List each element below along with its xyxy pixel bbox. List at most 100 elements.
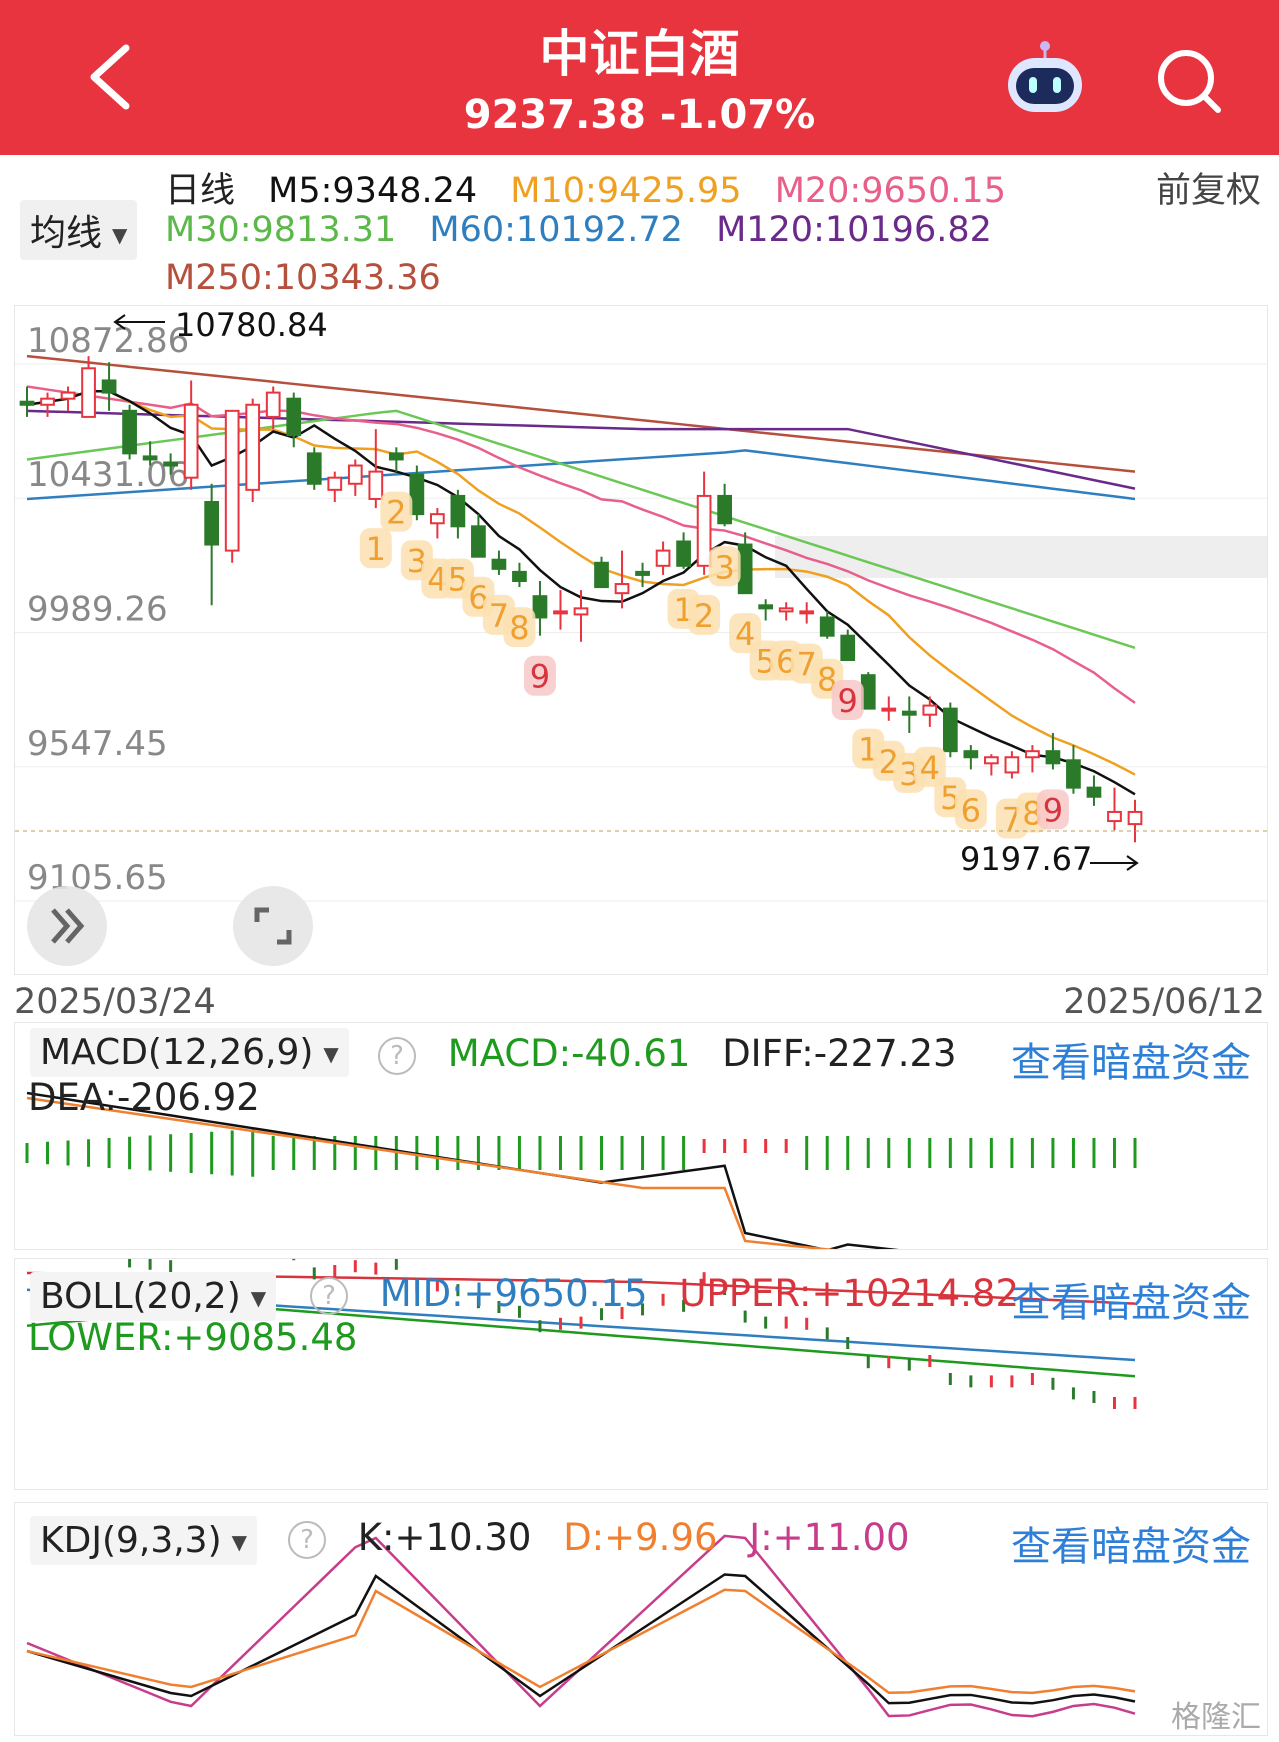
candle-body [491, 558, 507, 570]
candlestick-chart[interactable]: 10872.8610431.069989.269547.459105.65123… [15, 306, 1267, 974]
candle-body [450, 494, 466, 528]
diff-value: DIFF:-227.23 [722, 1032, 957, 1075]
kdj-chart [26, 1534, 1136, 1718]
ma10-line [26, 389, 1136, 776]
candle-body [942, 707, 958, 753]
nine-count-badge [380, 491, 413, 532]
low-price-label: 9197.67 [960, 840, 1092, 878]
dark-pool-link-2[interactable]: 查看暗盘资金 [1011, 1280, 1251, 1326]
macd-values: ? MACD:-40.61 DIFF:-227.23 [378, 1032, 977, 1075]
candle-body [778, 607, 794, 613]
candle-body [101, 379, 117, 394]
candle-body [922, 704, 938, 716]
candle-body [840, 634, 856, 662]
ma30-value: M30:9813.31 [165, 210, 397, 250]
candle-body [60, 391, 76, 400]
candle-body [1004, 756, 1020, 774]
candle-body [819, 616, 835, 637]
nine-count-label: 4 [735, 615, 755, 653]
indicator-selector-macd[interactable]: MACD(12,26,9) ▼ [30, 1028, 349, 1077]
period-label: 日线 [165, 171, 236, 211]
dark-pool-link-3[interactable]: 查看暗盘资金 [1011, 1524, 1251, 1570]
candle-body [881, 707, 897, 712]
candle-body [122, 409, 137, 455]
candle-body [512, 570, 527, 583]
candle-body [655, 549, 671, 567]
ma30-line [26, 409, 1136, 650]
price-change: 9237.38 -1.07% [0, 92, 1279, 138]
chevron-down-icon: ▼ [323, 1042, 339, 1066]
candle-body [1086, 786, 1102, 798]
help-icon[interactable]: ? [378, 1036, 416, 1075]
candle-body [553, 610, 568, 615]
candle-body [594, 561, 609, 589]
boll-upper: UPPER:+10214.82 [679, 1272, 1020, 1315]
candle-body [40, 397, 55, 406]
robot-assistant-icon[interactable] [1000, 38, 1090, 118]
candle-body [1066, 759, 1081, 789]
fullscreen-icon [254, 907, 292, 945]
chevron-down-icon: ▼ [250, 1286, 267, 1310]
nine-count-badge [954, 789, 987, 830]
adjust-mode[interactable]: 前复权 [1156, 162, 1261, 213]
ma60-value: M60:10192.72 [429, 210, 683, 250]
ma10-value: M10:9425.95 [510, 171, 742, 211]
boll-label: BOLL(20,2) [40, 1276, 241, 1317]
candle-body [1045, 750, 1061, 765]
help-icon[interactable]: ? [310, 1276, 348, 1315]
indicator-selector-ma[interactable]: 均线 ▼ [20, 200, 138, 260]
candle-body [19, 400, 35, 406]
macd-value: MACD:-40.61 [447, 1032, 691, 1075]
candle-body [347, 464, 363, 485]
nine-count-badge [503, 607, 536, 648]
nine-count-label: 1 [366, 530, 386, 568]
indicator-selector-boll[interactable]: BOLL(20,2) ▼ [30, 1272, 277, 1321]
search-icon[interactable] [1150, 42, 1230, 122]
boll-values: ? MID:+9650.15 UPPER:+10214.82 [310, 1272, 1039, 1315]
ma250-value: M250:10343.36 [165, 258, 441, 298]
y-tick-label: 10431.06 [27, 455, 189, 495]
high-arrow-head [113, 314, 126, 330]
nine-count-badge [708, 546, 741, 587]
nine-count-label: 9 [1043, 791, 1063, 829]
nine-count-badge [359, 528, 392, 569]
candle-body [163, 461, 178, 467]
dea-value: DEA:-206.92 [28, 1076, 260, 1119]
candle-body [758, 604, 774, 610]
end-date: 2025/06/12 [1063, 982, 1265, 1022]
nine-count-label: 2 [694, 597, 714, 635]
j-value: J:+11.00 [749, 1516, 910, 1559]
low-arrow-head [1126, 855, 1139, 871]
candlestick-panel[interactable]: 10872.86 10431.06 9989.26 9547.45 9105.65 1 2 3… [14, 305, 1268, 975]
boll-mid: MID:+9650.15 [379, 1272, 648, 1315]
candle-body [696, 494, 712, 567]
help-icon[interactable]: ? [288, 1520, 326, 1559]
page-title: 中证白酒 [539, 25, 740, 83]
kdj-values: ? K:+10.30 D:+9.96 J:+11.00 [288, 1516, 930, 1559]
candle-body [430, 513, 445, 525]
d-value: D:+9.96 [563, 1516, 718, 1559]
candle-body [204, 500, 220, 546]
nine-count-label: 9 [838, 682, 858, 720]
k-line [26, 1573, 1136, 1705]
header-bar: 中证白酒 9237.38 -1.07% [0, 0, 1279, 155]
expand-button[interactable] [27, 886, 107, 966]
dea-line [26, 1096, 1136, 1283]
nine-count-badge [1036, 789, 1069, 830]
chevron-down-icon: ▼ [231, 1530, 248, 1554]
back-arrow-icon[interactable] [78, 42, 148, 112]
d-line [26, 1588, 1136, 1695]
watermark-logo: 格隆汇 [1171, 1700, 1261, 1735]
dark-pool-link-1[interactable]: 查看暗盘资金 [1011, 1040, 1251, 1086]
candle-body [245, 403, 261, 491]
candle-body [265, 391, 281, 418]
candle-body [901, 710, 917, 716]
nine-count-label: 4 [920, 749, 940, 787]
candle-body [1107, 810, 1122, 823]
candle-body [368, 470, 384, 500]
indicator-selector-kdj[interactable]: KDJ(9,3,3) ▼ [30, 1516, 258, 1565]
candle-body [614, 583, 630, 595]
fullscreen-button[interactable] [233, 886, 313, 966]
macd-label: MACD(12,26,9) [40, 1032, 314, 1073]
candle-body [224, 409, 240, 552]
